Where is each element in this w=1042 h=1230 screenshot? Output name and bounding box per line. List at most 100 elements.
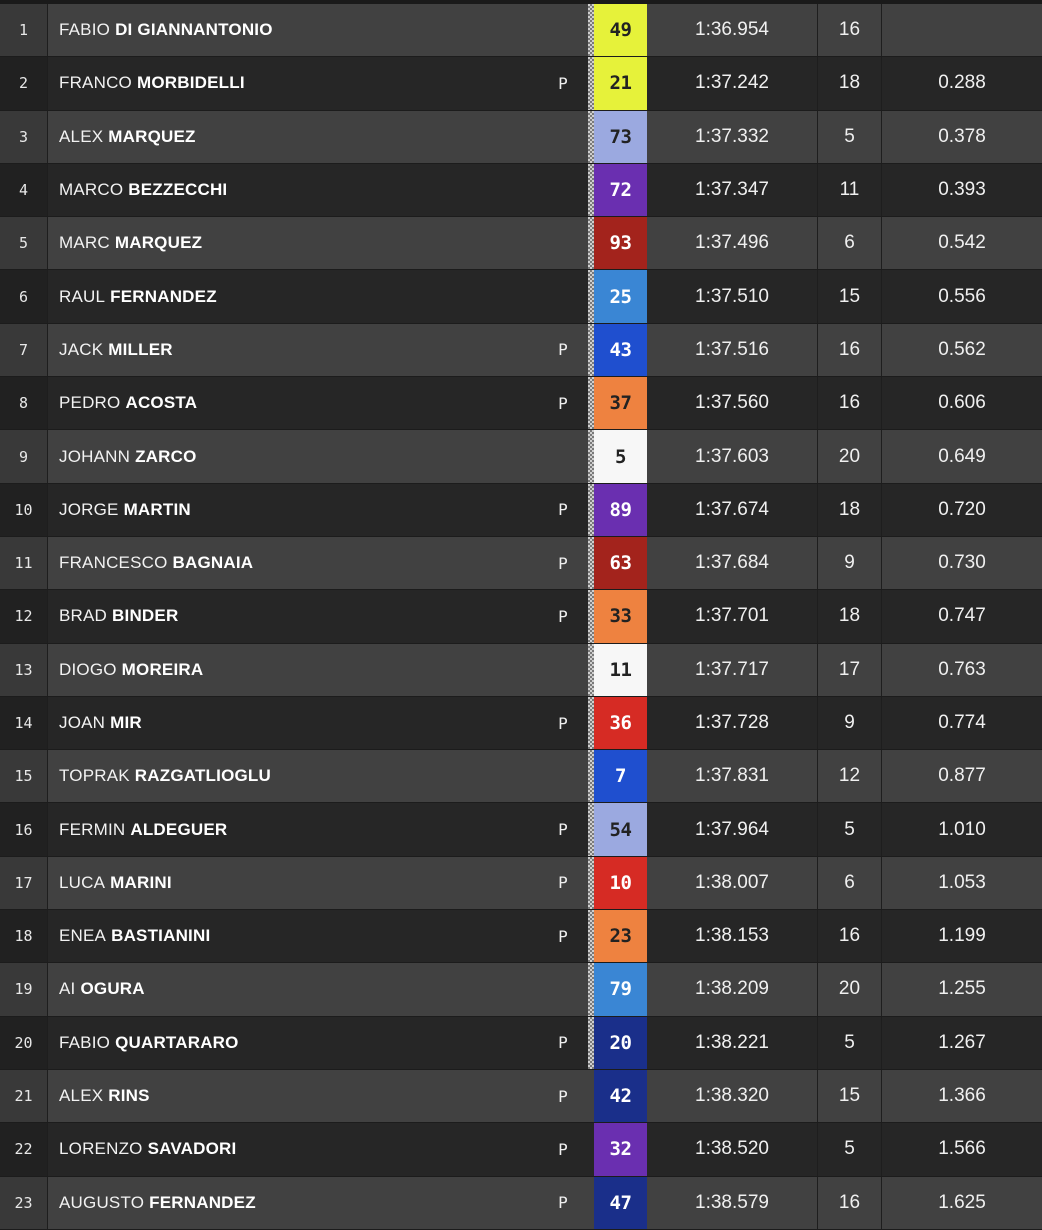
position: 19 xyxy=(0,963,48,1016)
checkered-flag-strip xyxy=(588,750,594,803)
lap-count: 16 xyxy=(818,4,882,57)
checkered-flag-strip xyxy=(588,217,594,270)
rider-number-badge: 36 xyxy=(594,696,647,750)
position: 11 xyxy=(0,536,48,590)
lap-count: 15 xyxy=(818,270,882,323)
rider-last-name: MOREIRA xyxy=(121,659,204,679)
gap-to-leader: 0.606 xyxy=(938,392,986,414)
table-row[interactable]: 23 AUGUSTO FERNANDEZ P 47 1:38.579 16 1.… xyxy=(0,1176,1042,1230)
position: 4 xyxy=(0,163,48,217)
position: 9 xyxy=(0,430,48,483)
table-row[interactable]: 11 FRANCESCO BAGNAIA P 63 1:37.684 9 0.7… xyxy=(0,536,1042,591)
position: 23 xyxy=(0,1176,48,1229)
gap-to-leader: 0.763 xyxy=(938,658,986,680)
pit-indicator: P xyxy=(558,1033,568,1053)
rider-first-name: JORGE xyxy=(59,499,119,519)
rider-number-badge: 7 xyxy=(594,750,647,803)
table-row[interactable]: 18 ENEA BASTIANINI P 23 1:38.153 16 1.19… xyxy=(0,910,1042,964)
table-row[interactable]: 2 FRANCO MORBIDELLI P 21 1:37.242 18 0.2… xyxy=(0,57,1042,111)
pit-indicator: P xyxy=(558,1086,568,1106)
rider-number-badge: 49 xyxy=(594,4,647,57)
rider-first-name: FABIO xyxy=(59,1032,111,1052)
position: 6 xyxy=(0,270,48,323)
lap-count: 6 xyxy=(818,217,882,270)
rider-name: FERMIN ALDEGUER xyxy=(48,803,538,855)
lap-count: 15 xyxy=(818,1069,882,1123)
table-row[interactable]: 10 JORGE MARTIN P 89 1:37.674 18 0.720 xyxy=(0,483,1042,537)
rider-number-badge: 42 xyxy=(594,1069,647,1123)
lap-time: 1:37.510 xyxy=(647,270,818,323)
table-row[interactable]: 15 TOPRAK RAZGATLIOGLU 7 1:37.831 12 0.8… xyxy=(0,750,1042,804)
position: 13 xyxy=(0,643,48,696)
pit-indicator xyxy=(538,644,588,696)
lap-time: 1:37.242 xyxy=(647,57,818,110)
lap-time: 1:37.516 xyxy=(647,323,818,377)
rider-last-name: DI GIANNANTONIO xyxy=(115,20,273,40)
table-row[interactable]: 12 BRAD BINDER P 33 1:37.701 18 0.747 xyxy=(0,590,1042,644)
gap-to-leader: 0.649 xyxy=(938,445,986,467)
table-row[interactable]: 22 LORENZO SAVADORI P 32 1:38.520 5 1.56… xyxy=(0,1123,1042,1177)
rider-name: RAUL FERNANDEZ xyxy=(48,270,538,322)
table-row[interactable]: 4 MARCO BEZZECCHI 72 1:37.347 11 0.393 xyxy=(0,163,1042,218)
pit-indicator xyxy=(538,270,588,322)
table-row[interactable]: 3 ALEX MARQUEZ 73 1:37.332 5 0.378 xyxy=(0,110,1042,164)
table-row[interactable]: 7 JACK MILLER P 43 1:37.516 16 0.562 xyxy=(0,323,1042,378)
table-row[interactable]: 1 FABIO DI GIANNANTONIO 49 1:36.954 16 xyxy=(0,4,1042,58)
table-row[interactable]: 8 PEDRO ACOSTA P 37 1:37.560 16 0.606 xyxy=(0,377,1042,431)
rider-name: ALEX RINS xyxy=(48,1070,538,1122)
lap-time: 1:37.496 xyxy=(647,217,818,270)
table-row[interactable]: 6 RAUL FERNANDEZ 25 1:37.510 15 0.556 xyxy=(0,270,1042,324)
rider-last-name: MARQUEZ xyxy=(108,126,196,146)
position: 17 xyxy=(0,856,48,910)
position: 1 xyxy=(0,4,48,57)
pit-indicator: P xyxy=(558,500,568,520)
table-row[interactable]: 5 MARC MARQUEZ 93 1:37.496 6 0.542 xyxy=(0,217,1042,271)
rider-name: JORGE MARTIN xyxy=(48,484,538,536)
table-row[interactable]: 9 JOHANN ZARCO 5 1:37.603 20 0.649 xyxy=(0,430,1042,484)
table-row[interactable]: 13 DIOGO MOREIRA 11 1:37.717 17 0.763 xyxy=(0,643,1042,697)
pit-indicator xyxy=(538,111,588,163)
position: 2 xyxy=(0,57,48,110)
table-row[interactable]: 19 AI OGURA 79 1:38.209 20 1.255 xyxy=(0,963,1042,1017)
lap-count: 18 xyxy=(818,57,882,110)
rider-name: BRAD BINDER xyxy=(48,590,538,642)
gap-to-leader: 0.877 xyxy=(938,765,986,787)
pit-indicator: P xyxy=(558,73,568,93)
rider-number-badge: 54 xyxy=(594,803,647,856)
pit-indicator xyxy=(538,4,588,56)
rider-number-badge: 37 xyxy=(594,377,647,430)
table-row[interactable]: 14 JOAN MIR P 36 1:37.728 9 0.774 xyxy=(0,696,1042,751)
gap-to-leader: 1.267 xyxy=(938,1031,986,1053)
position: 22 xyxy=(0,1123,48,1176)
rider-last-name: FERNANDEZ xyxy=(110,286,217,306)
rider-last-name: OGURA xyxy=(80,979,145,999)
rider-number-badge: 11 xyxy=(594,643,647,696)
rider-number-badge: 32 xyxy=(594,1123,647,1176)
position: 3 xyxy=(0,110,48,163)
rider-last-name: QUARTARARO xyxy=(115,1032,239,1052)
table-row[interactable]: 20 FABIO QUARTARARO P 20 1:38.221 5 1.26… xyxy=(0,1016,1042,1070)
pit-indicator xyxy=(538,217,588,269)
table-row[interactable]: 17 LUCA MARINI P 10 1:38.007 6 1.053 xyxy=(0,856,1042,911)
lap-count: 5 xyxy=(818,1016,882,1069)
rider-first-name: ALEX xyxy=(59,1086,104,1106)
pit-indicator: P xyxy=(558,926,568,946)
checkered-flag-strip xyxy=(588,483,594,536)
table-row[interactable]: 21 ALEX RINS P 42 1:38.320 15 1.366 xyxy=(0,1069,1042,1124)
lap-count: 6 xyxy=(818,856,882,910)
rider-last-name: MIR xyxy=(110,713,142,732)
checkered-flag-strip xyxy=(588,323,594,377)
rider-number-badge: 21 xyxy=(594,57,647,110)
lap-time: 1:37.332 xyxy=(647,110,818,163)
rider-first-name: FRANCO xyxy=(59,73,132,93)
lap-time: 1:37.728 xyxy=(647,696,818,750)
pit-indicator: P xyxy=(558,713,568,733)
rider-first-name: AUGUSTO xyxy=(59,1192,145,1212)
lap-count: 16 xyxy=(818,910,882,963)
gap-to-leader: 1.010 xyxy=(938,818,986,840)
table-row[interactable]: 16 FERMIN ALDEGUER P 54 1:37.964 5 1.010 xyxy=(0,803,1042,857)
rider-last-name: BASTIANINI xyxy=(111,926,211,946)
rider-name: JACK MILLER xyxy=(48,324,538,376)
position: 16 xyxy=(0,803,48,856)
rider-first-name: MARCO xyxy=(59,180,124,200)
